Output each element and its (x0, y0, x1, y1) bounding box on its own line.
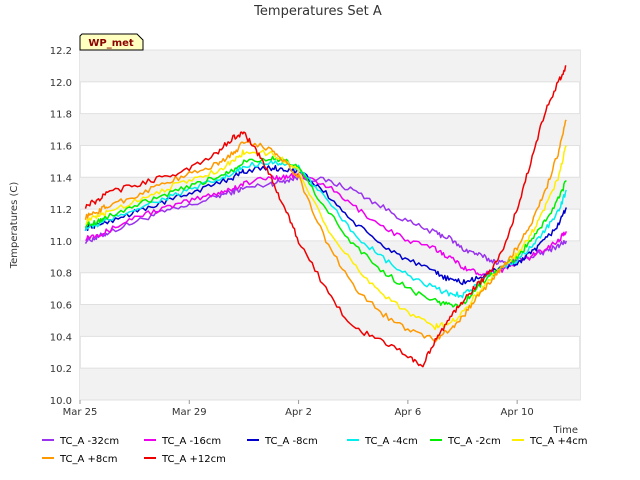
y-tick-label: 10.8 (50, 269, 72, 280)
y-tick-label: 11.2 (50, 205, 72, 216)
grid-band (80, 50, 580, 82)
badge-label: WP_met (88, 38, 134, 49)
grid-band (80, 304, 580, 337)
y-tick-label: 10.6 (50, 301, 72, 312)
legend-label: TC_A -32cm (59, 436, 119, 447)
y-tick-label: 11.8 (50, 110, 72, 121)
plot-area (79, 49, 581, 401)
y-tick-label: 10.2 (50, 364, 72, 375)
series-line (85, 171, 568, 277)
y-axis-label: Temperatures (C) (9, 182, 20, 270)
grid-band (80, 113, 580, 146)
y-tick-label: 11.4 (50, 173, 72, 184)
y-tick-label: 12.2 (50, 46, 72, 57)
grid-band (80, 368, 580, 400)
series-layer (84, 65, 568, 368)
legend-label: TC_A +8cm (59, 454, 118, 465)
x-tick-label: Mar 25 (63, 407, 98, 418)
legend-label: TC_A -4cm (364, 436, 418, 447)
x-tick-label: Apr 10 (501, 407, 534, 418)
legend-label: TC_A -16cm (161, 436, 221, 447)
y-axis-ticks: 10.0 10.2 10.4 10.6 10.8 11.0 11.2 11.4 11.6 11.8… (50, 46, 72, 407)
y-tick-label: 11.0 (50, 237, 72, 248)
chart-title: Temperatures Set A (253, 4, 382, 19)
x-axis-ticks: Mar 25 Mar 29 Apr 2 Apr 6 Apr 10 (63, 400, 534, 418)
series-line (84, 145, 567, 331)
y-tick-label: 11.6 (50, 141, 72, 152)
y-tick-label: 12.0 (50, 78, 72, 89)
legend-label: TC_A +4cm (529, 436, 588, 447)
x-tick-label: Apr 2 (285, 407, 312, 418)
legend-label: TC_A -8cm (264, 436, 318, 447)
x-tick-label: Apr 6 (394, 407, 421, 418)
y-tick-label: 10.0 (50, 396, 72, 407)
series-line (84, 155, 567, 308)
series-line (84, 119, 567, 343)
legend-label: TC_A -2cm (447, 436, 501, 447)
y-tick-label: 10.4 (50, 332, 72, 343)
x-tick-label: Mar 29 (172, 407, 207, 418)
legend-label: TC_A +12cm (161, 454, 226, 465)
wp-met-badge: WP_met (79, 33, 144, 51)
series-line (84, 65, 567, 368)
x-axis-label: Time (553, 425, 578, 436)
plot-frame (79, 49, 581, 401)
legend: TC_A -32cm TC_A -16cm TC_A -8cm TC_A -4cm TC… (42, 436, 588, 465)
